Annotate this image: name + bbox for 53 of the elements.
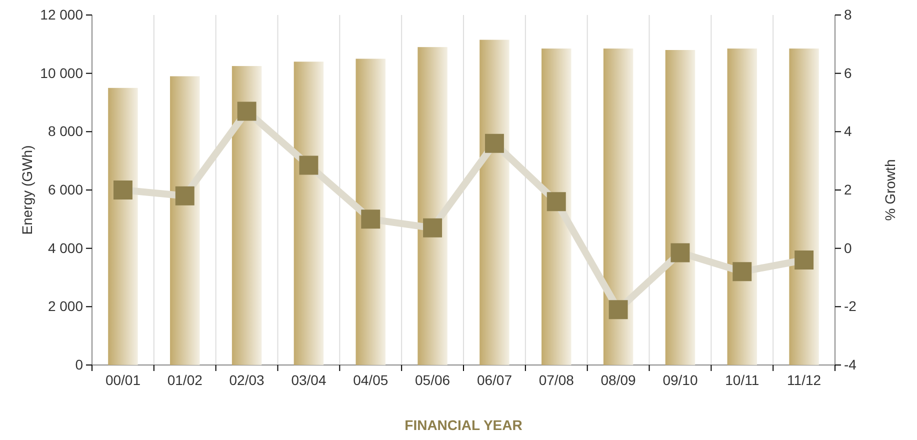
bar	[789, 48, 819, 365]
y2-tick-label: -2	[844, 298, 857, 314]
point	[423, 218, 442, 238]
bar	[232, 66, 262, 365]
bar	[480, 40, 510, 365]
x-tick-label: 02/03	[229, 372, 265, 388]
x-tick-label: 11/12	[787, 372, 822, 388]
x-tick-label: 06/07	[476, 372, 512, 388]
point	[237, 102, 256, 121]
y-tick-label: 10 000	[40, 64, 84, 81]
x-tick-label: 05/06	[415, 372, 450, 388]
y-tick-label: 2 000	[48, 298, 84, 314]
x-tick-label: 08/09	[600, 372, 636, 388]
x-tick-label: 00/01	[105, 372, 141, 388]
x-tick-label: 10/11	[725, 372, 760, 388]
point	[608, 300, 628, 320]
y2-tick-label: 2	[844, 181, 852, 198]
bar	[603, 48, 634, 365]
bar	[542, 48, 572, 365]
point	[113, 180, 132, 200]
y-tick-label: 8 000	[48, 123, 84, 140]
point	[732, 262, 752, 282]
y-tick-label: 0	[75, 356, 84, 372]
bar	[108, 88, 138, 365]
y2-tick-label: 6	[844, 64, 852, 81]
y2-tick-label: 4	[844, 123, 852, 140]
x-tick-label: 04/05	[353, 372, 388, 388]
point	[484, 134, 504, 153]
bar	[356, 58, 386, 365]
x-tick-label: 03/04	[291, 372, 326, 388]
y-axis-title: Energy (GWh)	[19, 145, 35, 235]
x-tick-label: 07/08	[538, 372, 574, 388]
point	[794, 250, 814, 270]
bar	[418, 47, 448, 365]
y2-tick-label: 8	[844, 6, 852, 22]
y2-tick-label: -4	[844, 356, 857, 372]
y2-axis-title: % Growth	[882, 159, 898, 221]
y2-tick-label: 0	[844, 240, 852, 256]
x-axis-title: FINANCIAL YEAR	[404, 417, 522, 433]
y-tick-label: 12 000	[40, 6, 84, 22]
point	[361, 210, 380, 229]
point	[546, 192, 566, 212]
y-tick-label: 6 000	[48, 181, 84, 198]
bar	[294, 62, 324, 365]
point	[175, 186, 194, 206]
bar	[727, 48, 757, 365]
bar	[665, 50, 696, 365]
x-tick-label: 09/10	[662, 372, 698, 388]
bar	[170, 76, 200, 365]
point	[299, 156, 318, 175]
y-tick-label: 4 000	[48, 240, 84, 256]
point	[670, 243, 690, 262]
x-tick-label: 01/02	[167, 372, 203, 388]
